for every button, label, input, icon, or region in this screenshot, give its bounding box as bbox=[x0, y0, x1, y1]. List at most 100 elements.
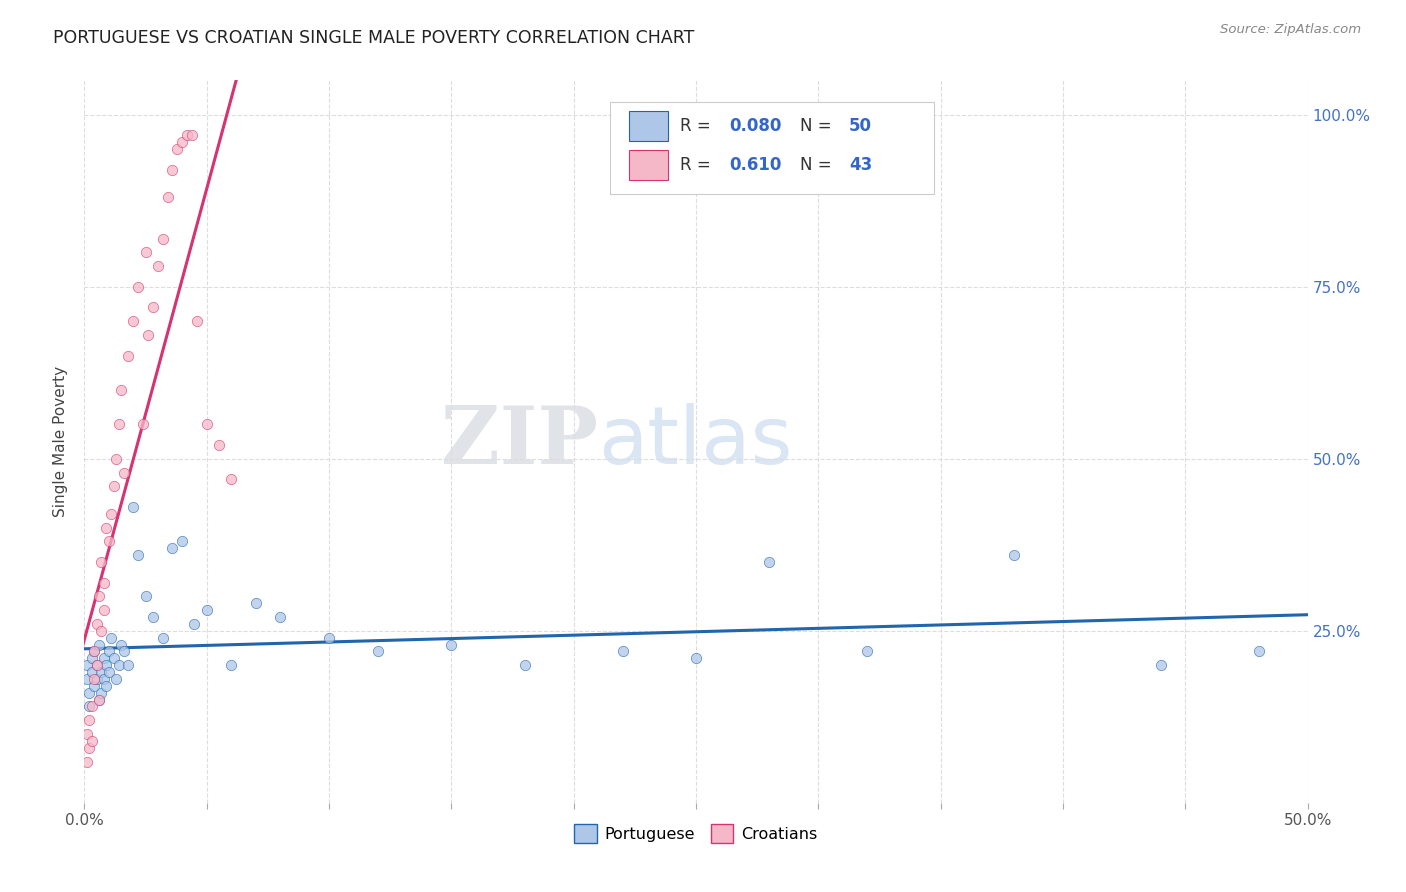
Point bbox=[162, 162, 184, 177]
Point bbox=[162, 541, 184, 556]
Point bbox=[97, 534, 120, 549]
Point bbox=[100, 631, 122, 645]
Point bbox=[156, 190, 179, 204]
Point bbox=[77, 686, 100, 700]
Text: Source: ZipAtlas.com: Source: ZipAtlas.com bbox=[1220, 23, 1361, 37]
Point bbox=[80, 699, 103, 714]
Point bbox=[100, 507, 122, 521]
Point bbox=[219, 658, 242, 673]
Point bbox=[77, 713, 100, 727]
Point bbox=[80, 665, 103, 679]
Point bbox=[77, 740, 100, 755]
Point bbox=[87, 590, 110, 604]
Point bbox=[86, 672, 108, 686]
Point bbox=[93, 603, 115, 617]
Point bbox=[208, 438, 231, 452]
Point bbox=[195, 603, 218, 617]
Point bbox=[97, 665, 120, 679]
Point bbox=[103, 651, 125, 665]
Point bbox=[172, 534, 194, 549]
Point bbox=[146, 259, 169, 273]
Text: ZIP: ZIP bbox=[441, 402, 598, 481]
Point bbox=[105, 451, 128, 466]
Point bbox=[318, 631, 340, 645]
Point bbox=[86, 658, 108, 673]
Point bbox=[269, 610, 291, 624]
Text: atlas: atlas bbox=[598, 402, 793, 481]
Point bbox=[172, 135, 194, 149]
Text: PORTUGUESE VS CROATIAN SINGLE MALE POVERTY CORRELATION CHART: PORTUGUESE VS CROATIAN SINGLE MALE POVER… bbox=[53, 29, 695, 46]
Point bbox=[186, 314, 208, 328]
Point bbox=[96, 679, 118, 693]
Point bbox=[219, 472, 242, 486]
Point bbox=[77, 699, 100, 714]
Point bbox=[90, 555, 112, 569]
Point bbox=[183, 616, 205, 631]
Point bbox=[86, 616, 108, 631]
Text: N =: N = bbox=[800, 117, 837, 135]
Point bbox=[122, 314, 145, 328]
Point bbox=[440, 638, 463, 652]
Y-axis label: Single Male Poverty: Single Male Poverty bbox=[53, 366, 69, 517]
Point bbox=[110, 383, 132, 397]
Point bbox=[87, 692, 110, 706]
Legend: Portuguese, Croatians: Portuguese, Croatians bbox=[568, 818, 824, 849]
Point bbox=[152, 631, 174, 645]
Point bbox=[86, 658, 108, 673]
Text: N =: N = bbox=[800, 156, 837, 174]
Point bbox=[166, 142, 188, 156]
Point bbox=[110, 638, 132, 652]
Point bbox=[513, 658, 536, 673]
Point bbox=[76, 755, 98, 769]
Point bbox=[87, 692, 110, 706]
Point bbox=[117, 349, 139, 363]
Point bbox=[135, 245, 157, 260]
Point bbox=[112, 644, 135, 658]
Point bbox=[90, 624, 112, 638]
Point bbox=[76, 658, 98, 673]
Point bbox=[1247, 644, 1270, 658]
FancyBboxPatch shape bbox=[610, 102, 935, 194]
Point bbox=[112, 466, 135, 480]
Point bbox=[96, 658, 118, 673]
Point bbox=[1150, 658, 1173, 673]
Point bbox=[93, 575, 115, 590]
Point bbox=[612, 644, 634, 658]
Point bbox=[93, 672, 115, 686]
Point bbox=[90, 686, 112, 700]
Point bbox=[685, 651, 707, 665]
Point bbox=[83, 644, 105, 658]
Point bbox=[117, 658, 139, 673]
Point bbox=[856, 644, 879, 658]
Point bbox=[152, 231, 174, 245]
Bar bbox=[628, 150, 668, 180]
Point bbox=[127, 279, 149, 293]
Point bbox=[176, 128, 198, 143]
Point bbox=[142, 301, 165, 315]
Point bbox=[83, 644, 105, 658]
Point bbox=[83, 672, 105, 686]
Point bbox=[107, 417, 129, 432]
Point bbox=[76, 672, 98, 686]
Point bbox=[93, 651, 115, 665]
Point bbox=[195, 417, 218, 432]
Point bbox=[135, 590, 157, 604]
Text: R =: R = bbox=[681, 156, 716, 174]
Point bbox=[96, 520, 118, 534]
Text: 0.080: 0.080 bbox=[728, 117, 782, 135]
Bar bbox=[628, 111, 668, 141]
Point bbox=[90, 665, 112, 679]
Text: 50: 50 bbox=[849, 117, 872, 135]
Point bbox=[105, 672, 128, 686]
Point bbox=[127, 548, 149, 562]
Point bbox=[122, 500, 145, 514]
Point bbox=[132, 417, 155, 432]
Point bbox=[1002, 548, 1025, 562]
Text: 43: 43 bbox=[849, 156, 872, 174]
Point bbox=[103, 479, 125, 493]
Point bbox=[367, 644, 389, 658]
Text: 0.610: 0.610 bbox=[728, 156, 782, 174]
Point bbox=[142, 610, 165, 624]
Point bbox=[83, 679, 105, 693]
Point bbox=[80, 734, 103, 748]
